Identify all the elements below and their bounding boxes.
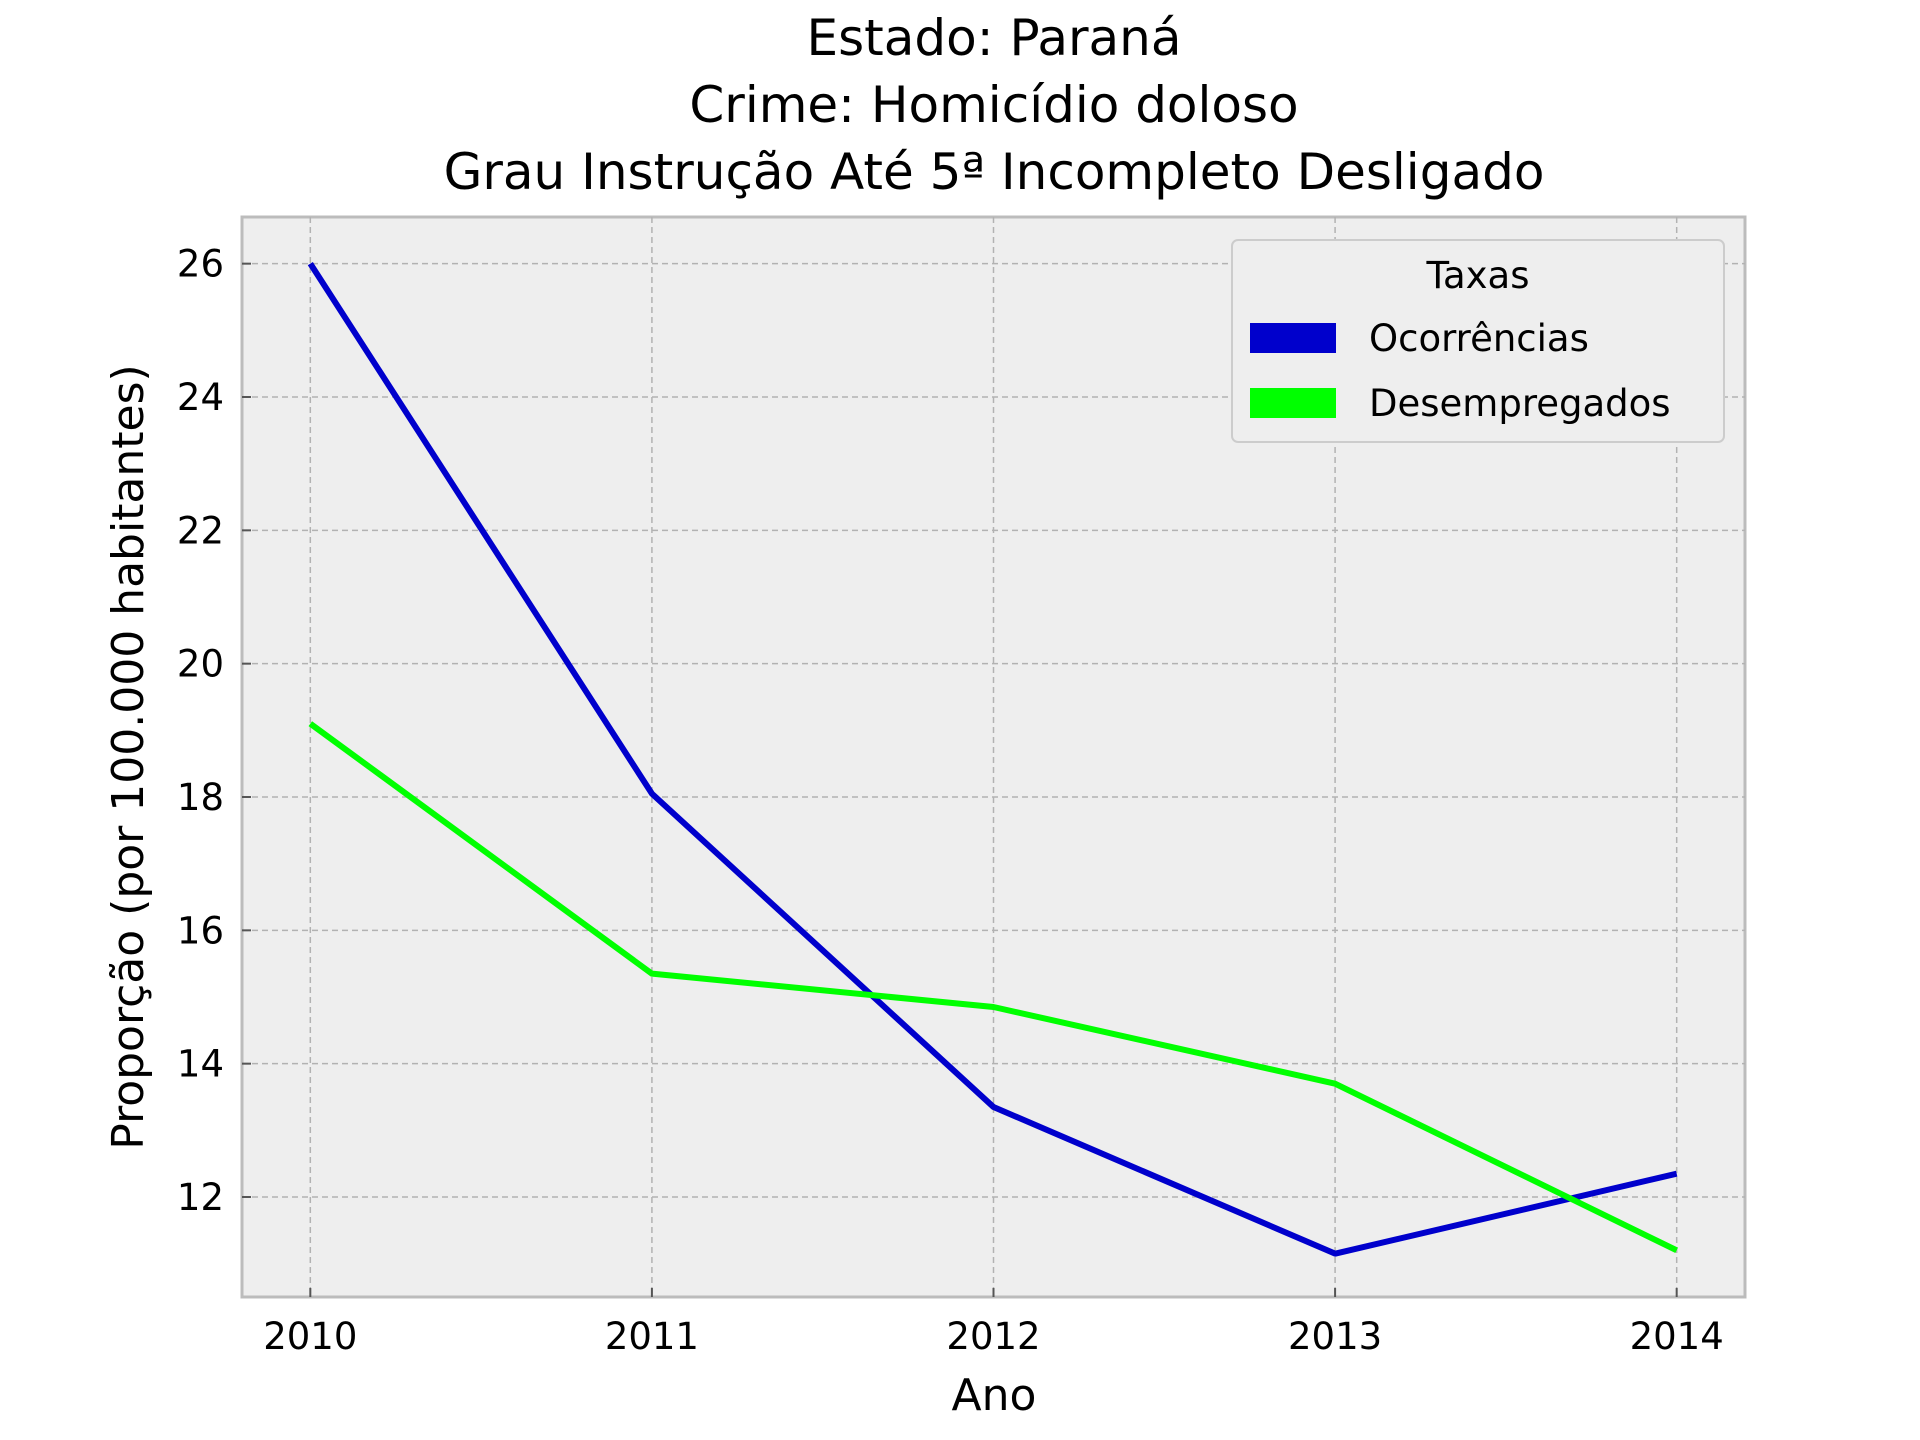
legend-title: Taxas bbox=[1426, 254, 1530, 297]
data-series bbox=[307, 262, 1678, 1257]
title-line-2: Crime: Homicídio doloso bbox=[689, 76, 1298, 134]
x-tick-label-2012: 2012 bbox=[946, 1315, 1040, 1358]
legend-label-ocorrencias: Ocorrências bbox=[1369, 317, 1589, 360]
y-tick-label-26: 26 bbox=[177, 243, 224, 286]
title-line-1: Estado: Paraná bbox=[806, 9, 1181, 67]
legend-label-desempregados: Desempregados bbox=[1369, 382, 1671, 425]
legend: Taxas Ocorrências Desempregados bbox=[1231, 239, 1725, 443]
series-line-ocorrencias bbox=[307, 262, 1678, 1257]
legend-box bbox=[1231, 239, 1725, 443]
y-tick-label-24: 24 bbox=[177, 376, 224, 419]
series-line-desempregados bbox=[308, 721, 1678, 1254]
axis-ticks: 2010 2011 2012 2013 2014 12 14 16 18 20 22 24 26 bbox=[177, 243, 1724, 1358]
x-tick-label-2010: 2010 bbox=[263, 1315, 357, 1358]
y-tick-label-16: 16 bbox=[177, 909, 224, 952]
y-tick-label-20: 20 bbox=[177, 643, 224, 686]
x-tick-label-2011: 2011 bbox=[605, 1315, 699, 1358]
legend-swatch-desempregados bbox=[1250, 388, 1336, 418]
y-tick-label-14: 14 bbox=[177, 1043, 224, 1086]
x-tick-label-2014: 2014 bbox=[1630, 1315, 1724, 1358]
y-tick-label-12: 12 bbox=[177, 1176, 224, 1219]
x-tick-label-2013: 2013 bbox=[1288, 1315, 1382, 1358]
grid-lines bbox=[242, 217, 1745, 1297]
y-tick-label-22: 22 bbox=[177, 509, 224, 552]
title-line-3: Grau Instrução Até 5ª Incompleto Desliga… bbox=[444, 143, 1545, 201]
x-axis-label: Ano bbox=[952, 1370, 1037, 1421]
y-tick-label-18: 18 bbox=[177, 776, 224, 819]
legend-swatch-ocorrencias bbox=[1250, 323, 1336, 353]
chart-title: Estado: Paraná Crime: Homicídio doloso G… bbox=[444, 9, 1545, 201]
y-axis-label: Proporção (por 100.000 habitantes) bbox=[103, 364, 154, 1149]
